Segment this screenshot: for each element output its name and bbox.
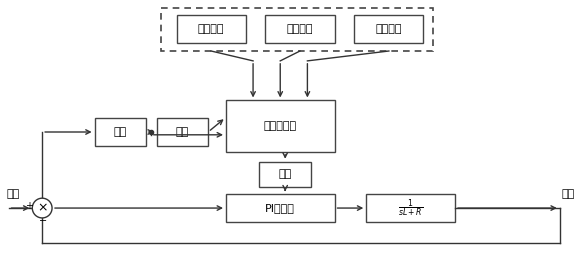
Text: $\times$: $\times$	[37, 201, 48, 215]
Bar	[366, 194, 455, 222]
Text: 推理算法: 推理算法	[287, 24, 313, 34]
Circle shape	[32, 198, 52, 218]
Text: −: −	[39, 216, 47, 226]
Bar	[94, 118, 146, 146]
Text: 输出: 输出	[562, 189, 575, 199]
Text: 控制规则: 控制规则	[198, 24, 224, 34]
Text: PI控制器: PI控制器	[266, 203, 295, 213]
Text: 模糊子集: 模糊子集	[376, 24, 402, 34]
Bar	[176, 15, 245, 43]
Text: +: +	[25, 201, 33, 211]
Bar	[354, 15, 423, 43]
Bar	[266, 15, 335, 43]
Bar	[157, 118, 208, 146]
Text: 因子: 因子	[113, 127, 127, 137]
Text: 因子: 因子	[279, 169, 292, 180]
Bar	[260, 162, 311, 187]
Text: 模糊控制器: 模糊控制器	[264, 121, 297, 131]
Text: 差分: 差分	[176, 127, 189, 137]
Text: $\frac{1}{sL+R}$: $\frac{1}{sL+R}$	[398, 197, 423, 219]
Bar	[161, 8, 433, 51]
Bar	[226, 100, 335, 152]
Bar	[226, 194, 335, 222]
Text: 输入: 输入	[6, 189, 20, 199]
